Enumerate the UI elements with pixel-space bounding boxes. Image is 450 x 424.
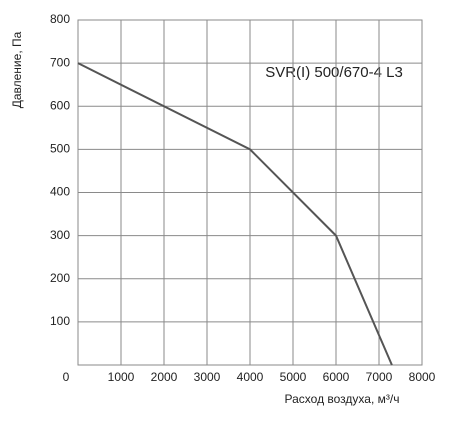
y-tick-label: 200 xyxy=(50,271,70,285)
y-tick-label: 800 xyxy=(50,12,70,26)
x-axis-label: Расход воздуха, м³/ч xyxy=(285,392,400,406)
curve xyxy=(77,62,393,366)
x-tick-label: 5000 xyxy=(280,370,307,384)
y-axis-label: Давление, Па xyxy=(10,31,24,108)
y-tick-label: 600 xyxy=(50,98,70,112)
annotation: SVR(I) 500/670-4 L3 xyxy=(265,64,403,81)
x-tick-label: 8000 xyxy=(409,370,436,384)
x-tick-label: 1000 xyxy=(108,370,135,384)
y-tick-label: 700 xyxy=(50,55,70,69)
y-tick-label: 500 xyxy=(50,142,70,156)
x-tick-label: 6000 xyxy=(323,370,350,384)
x-tick-label: 7000 xyxy=(366,370,393,384)
x-tick-label: 0 xyxy=(63,370,70,384)
y-tick-label: 100 xyxy=(50,314,70,328)
x-tick-label: 2000 xyxy=(151,370,178,384)
x-tick-label: 3000 xyxy=(194,370,221,384)
x-tick-label: 4000 xyxy=(237,370,264,384)
y-tick-label: 400 xyxy=(50,185,70,199)
y-tick-label: 300 xyxy=(50,228,70,242)
